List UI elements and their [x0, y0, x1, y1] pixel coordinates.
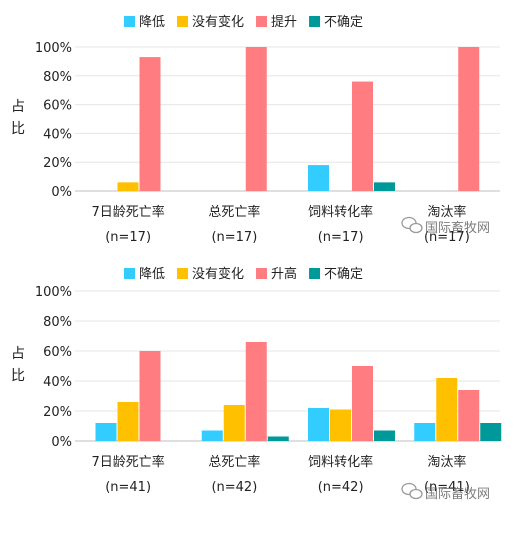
watermark: 国际畜牧网	[401, 482, 490, 502]
x-tick-label: 饲料转化率	[308, 454, 373, 470]
legend-swatch	[177, 16, 189, 27]
y-tick-label: 80%	[43, 70, 72, 85]
bar	[330, 409, 351, 441]
sample-size-label: (n=41)	[424, 480, 470, 495]
bar	[117, 402, 139, 441]
wechat-icon	[401, 482, 423, 500]
bar	[223, 405, 245, 441]
bar	[267, 436, 289, 441]
y-tick-label: 100%	[35, 41, 72, 56]
x-tick-label: 总死亡率	[208, 204, 260, 220]
legend-label: 没有变化	[192, 266, 244, 282]
legend-label: 没有变化	[192, 14, 244, 30]
y-tick-label: 100%	[35, 285, 72, 300]
legend-label: 提升	[271, 14, 297, 30]
sample-size-label: (n=17)	[318, 230, 364, 245]
y-tick-label: 60%	[43, 99, 72, 114]
bar	[308, 408, 329, 441]
bar	[374, 182, 395, 191]
bar	[480, 423, 502, 441]
bar	[245, 342, 267, 441]
y-tick-label: 40%	[43, 375, 72, 390]
x-tick-label: 7日龄死亡率	[91, 454, 164, 470]
bar	[308, 165, 329, 191]
x-tick-label: 7日龄死亡率	[91, 204, 164, 220]
legend-label: 降低	[139, 15, 165, 30]
sample-size-label: (n=17)	[211, 230, 257, 245]
y-axis-label-char: 比	[11, 121, 25, 137]
y-tick-label: 0%	[51, 435, 72, 450]
chart-panel-2: 降低 没有变化 升高 不确定 0% 20% 40% 60% 80% 100% 占比 7日龄死亡率 (n=…	[11, 266, 502, 495]
chart-panel-1: 降低 没有变化 提升 不确定 0% 20% 40% 60% 80% 100% 占比 7日龄死亡率 (n=…	[11, 14, 500, 245]
bar	[352, 366, 373, 441]
legend-label: 降低	[139, 267, 165, 282]
bar	[95, 423, 117, 441]
bar	[139, 351, 161, 441]
y-axis-label-char: 比	[11, 368, 25, 384]
sample-size-label: (n=42)	[318, 480, 364, 495]
bar	[436, 378, 458, 441]
bar	[374, 430, 395, 441]
bar	[139, 57, 161, 191]
y-tick-label: 40%	[43, 127, 72, 142]
bar	[458, 47, 480, 191]
sample-size-label: (n=42)	[211, 480, 257, 495]
x-tick-label: 饲料转化率	[308, 204, 373, 220]
y-tick-label: 80%	[43, 315, 72, 330]
legend-swatch	[256, 16, 268, 27]
legend-swatch	[309, 16, 321, 27]
legend-swatch	[177, 268, 189, 279]
wechat-icon-bubble	[409, 222, 423, 234]
watermark: 国际畜牧网	[401, 216, 490, 236]
sample-size-label: (n=41)	[105, 480, 151, 495]
x-tick-label: 淘汰率	[427, 454, 466, 470]
legend-swatch	[309, 268, 321, 279]
x-tick-label: 总死亡率	[208, 454, 260, 470]
y-tick-label: 0%	[51, 185, 72, 200]
bar	[245, 47, 267, 191]
bar	[352, 81, 373, 191]
bar	[117, 182, 139, 191]
bar	[414, 423, 436, 441]
bar	[201, 430, 223, 441]
legend-label: 升高	[271, 266, 297, 282]
y-axis-label-char: 占	[11, 99, 25, 115]
y-tick-label: 20%	[43, 156, 72, 171]
y-tick-label: 60%	[43, 345, 72, 360]
y-axis-label-char: 占	[11, 346, 25, 362]
watermark-text: 国际畜牧网	[425, 220, 490, 236]
y-axis-label: 占比	[11, 99, 25, 137]
sample-size-label: (n=17)	[424, 230, 470, 245]
y-axis-label: 占比	[11, 346, 25, 384]
legend-label: 不确定	[324, 15, 363, 30]
bar	[458, 390, 480, 441]
legend-label: 不确定	[324, 267, 363, 282]
legend-swatch	[256, 268, 268, 279]
wechat-icon	[401, 216, 423, 234]
wechat-icon-bubble	[409, 488, 423, 500]
y-tick-label: 20%	[43, 405, 72, 420]
legend-swatch	[124, 268, 135, 279]
legend-swatch	[124, 16, 135, 27]
watermark-text: 国际畜牧网	[425, 486, 490, 502]
x-tick-label: 淘汰率	[427, 204, 466, 220]
sample-size-label: (n=17)	[105, 230, 151, 245]
